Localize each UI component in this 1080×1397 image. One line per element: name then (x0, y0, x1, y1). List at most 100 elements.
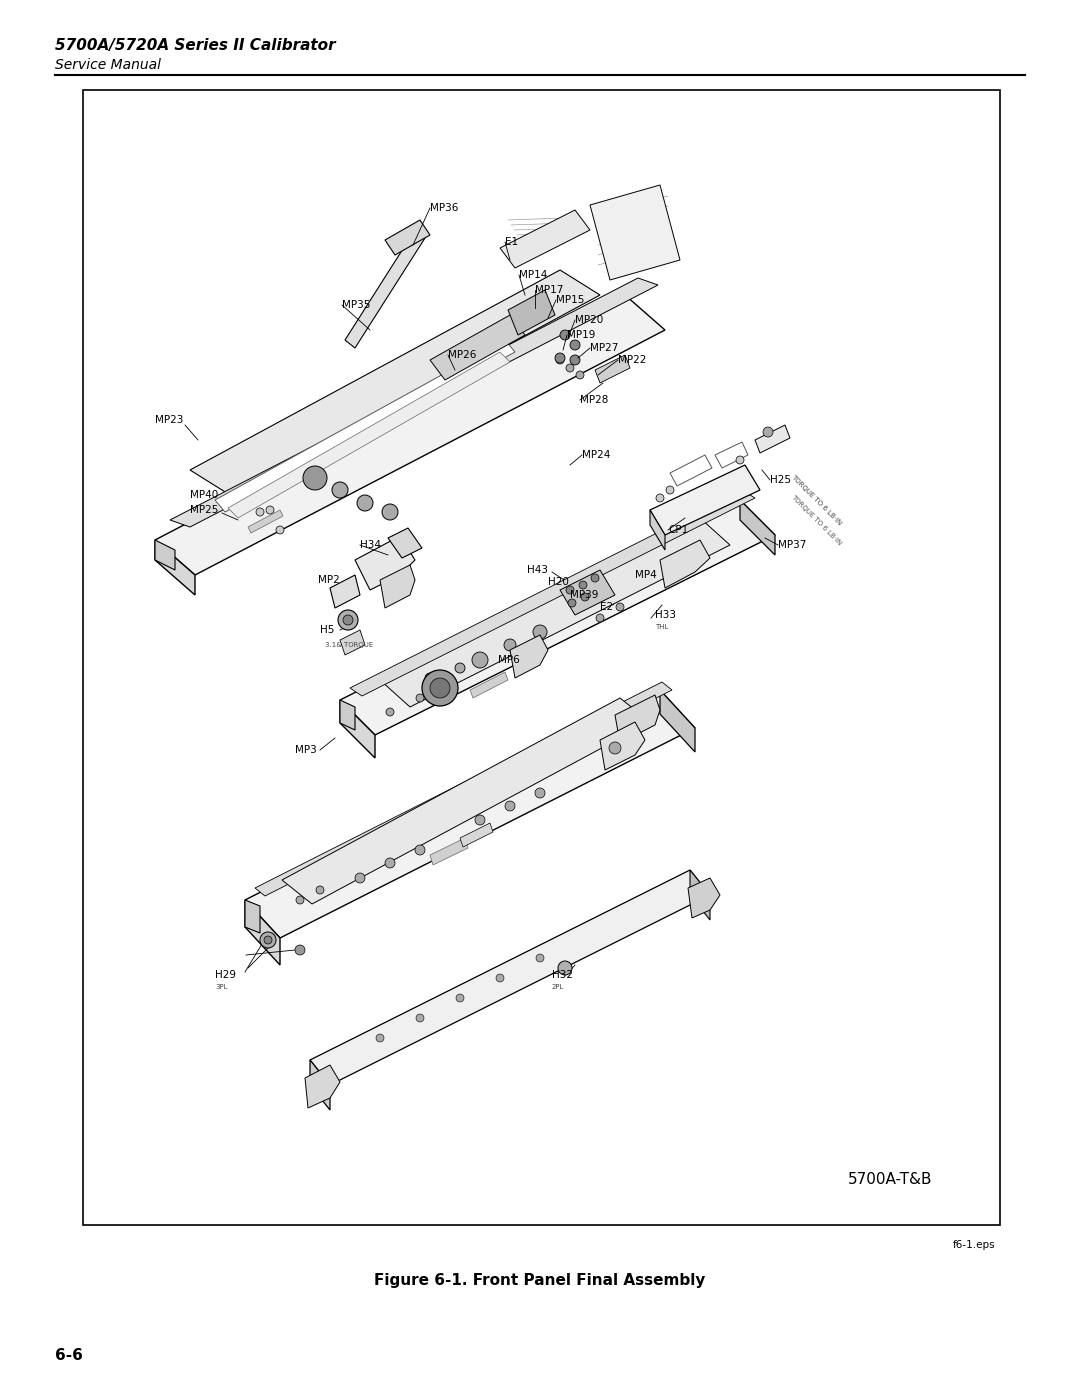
Circle shape (382, 504, 399, 520)
Text: MP2: MP2 (318, 576, 340, 585)
Polygon shape (282, 698, 650, 904)
Polygon shape (190, 270, 600, 495)
Circle shape (296, 895, 303, 904)
Text: MP22: MP22 (618, 355, 646, 365)
Polygon shape (355, 536, 415, 590)
Circle shape (581, 592, 589, 601)
Polygon shape (430, 314, 525, 380)
Circle shape (422, 671, 458, 705)
Polygon shape (650, 510, 665, 550)
Text: 3PL: 3PL (215, 983, 228, 990)
Circle shape (416, 1014, 424, 1023)
Circle shape (579, 581, 588, 590)
Text: MP20: MP20 (575, 314, 604, 326)
Text: H32: H32 (552, 970, 573, 981)
Text: MP35: MP35 (342, 300, 370, 310)
Text: 5700A-T&B: 5700A-T&B (848, 1172, 932, 1187)
Circle shape (505, 800, 515, 812)
Text: f6-1.eps: f6-1.eps (953, 1241, 995, 1250)
Polygon shape (690, 870, 710, 921)
Polygon shape (500, 210, 590, 268)
Text: CP1: CP1 (669, 525, 688, 535)
Polygon shape (600, 722, 645, 770)
Text: H33: H33 (654, 610, 676, 620)
Circle shape (264, 936, 272, 944)
Circle shape (456, 995, 464, 1002)
Polygon shape (590, 184, 680, 279)
Text: Figure 6-1. Front Panel Final Assembly: Figure 6-1. Front Panel Final Assembly (375, 1273, 705, 1288)
Circle shape (534, 624, 546, 638)
Text: MP14: MP14 (519, 270, 548, 279)
Text: MP4: MP4 (635, 570, 657, 580)
Text: Service Manual: Service Manual (55, 59, 161, 73)
Circle shape (355, 873, 365, 883)
Circle shape (558, 961, 572, 975)
Text: 3.1& TORQUE: 3.1& TORQUE (325, 643, 374, 648)
Text: H25: H25 (770, 475, 791, 485)
Circle shape (762, 427, 773, 437)
Circle shape (591, 574, 599, 583)
Circle shape (475, 814, 485, 826)
Text: MP3: MP3 (295, 745, 316, 754)
Polygon shape (170, 278, 658, 527)
Circle shape (295, 944, 305, 956)
Circle shape (384, 858, 395, 868)
Polygon shape (595, 355, 630, 383)
Polygon shape (245, 900, 280, 965)
Text: TORQUE TO 6 LB·IN: TORQUE TO 6 LB·IN (789, 474, 842, 527)
Polygon shape (688, 877, 720, 918)
Circle shape (316, 886, 324, 894)
Text: MP15: MP15 (556, 295, 584, 305)
Polygon shape (660, 541, 710, 588)
Circle shape (666, 486, 674, 495)
Circle shape (568, 599, 576, 608)
Circle shape (504, 638, 516, 651)
Circle shape (616, 604, 624, 610)
Circle shape (260, 932, 276, 949)
Text: MP36: MP36 (430, 203, 458, 212)
Polygon shape (340, 630, 365, 655)
Polygon shape (384, 219, 430, 256)
Polygon shape (650, 465, 760, 535)
Text: MP19: MP19 (567, 330, 595, 339)
Polygon shape (215, 339, 515, 511)
Circle shape (656, 495, 664, 502)
Circle shape (596, 615, 604, 622)
Text: 6-6: 6-6 (55, 1348, 83, 1362)
Circle shape (416, 694, 424, 703)
Polygon shape (460, 823, 492, 847)
Polygon shape (248, 510, 283, 534)
Circle shape (386, 708, 394, 717)
Polygon shape (508, 291, 555, 335)
Circle shape (343, 615, 353, 624)
Polygon shape (83, 89, 1000, 1225)
Polygon shape (470, 672, 508, 698)
Text: THL: THL (654, 624, 669, 630)
Text: H20: H20 (548, 577, 569, 587)
Polygon shape (350, 490, 755, 696)
Circle shape (570, 355, 580, 365)
Polygon shape (310, 1060, 330, 1111)
Text: MP27: MP27 (590, 344, 619, 353)
Polygon shape (228, 352, 510, 518)
Text: H5: H5 (320, 624, 335, 636)
Text: MP24: MP24 (582, 450, 610, 460)
Circle shape (555, 353, 565, 363)
Polygon shape (340, 700, 375, 759)
Polygon shape (330, 576, 360, 608)
Circle shape (472, 652, 488, 668)
Polygon shape (345, 231, 426, 348)
Polygon shape (245, 690, 696, 937)
Circle shape (536, 954, 544, 963)
Text: H29: H29 (215, 970, 237, 981)
Circle shape (561, 330, 570, 339)
Polygon shape (755, 425, 789, 453)
Circle shape (303, 467, 327, 490)
Polygon shape (310, 870, 710, 1085)
Text: MP28: MP28 (580, 395, 608, 405)
Polygon shape (561, 570, 615, 615)
Circle shape (426, 673, 435, 683)
Circle shape (556, 356, 564, 365)
Text: MP39: MP39 (570, 590, 598, 599)
Polygon shape (340, 700, 355, 731)
